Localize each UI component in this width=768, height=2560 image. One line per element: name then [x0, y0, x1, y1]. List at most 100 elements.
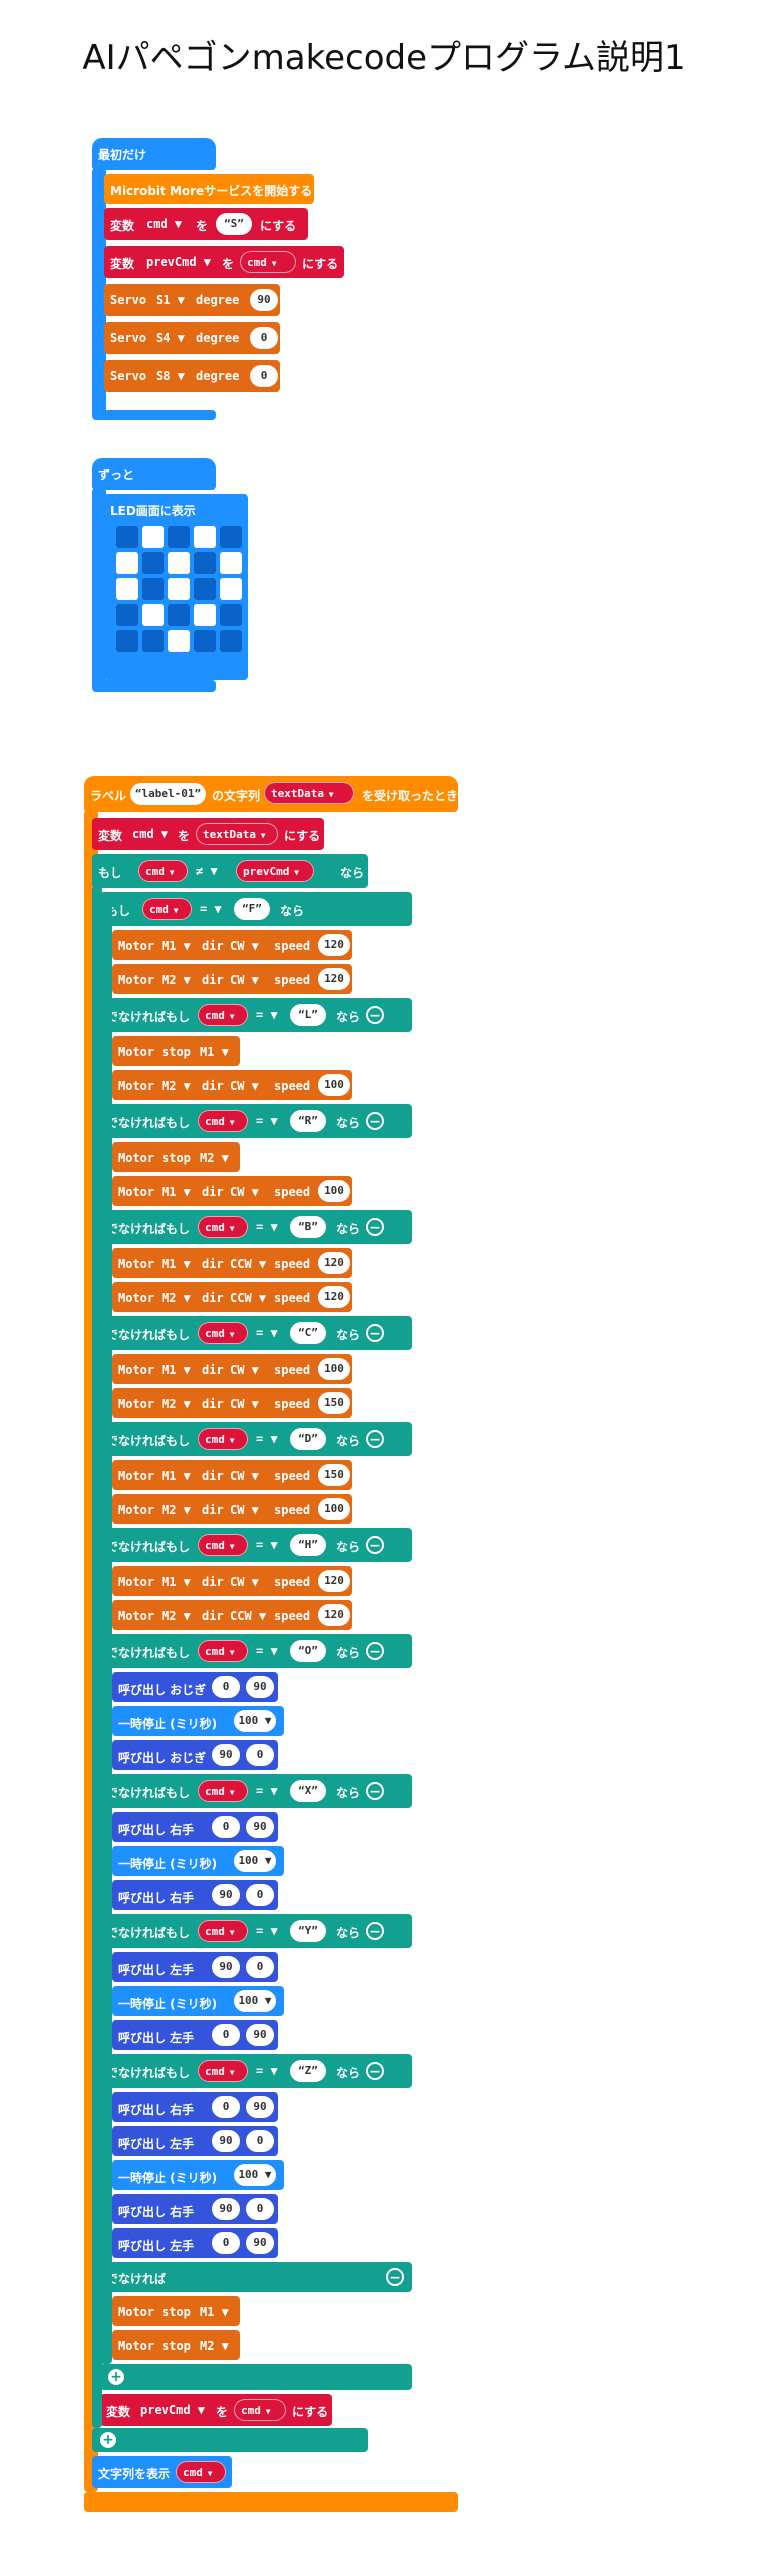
compare-left-cmd[interactable]: cmd ▼: [142, 898, 192, 920]
outer-compare-right[interactable]: prevCmd ▼: [236, 860, 314, 882]
compare-right-value[interactable]: “O”: [290, 1640, 326, 1662]
motor-speed-value[interactable]: 150: [318, 1464, 350, 1486]
motor-id[interactable]: M1 ▼: [200, 1045, 229, 1059]
servo-degree-value[interactable]: 0: [250, 365, 278, 387]
motor-speed-value[interactable]: 120: [318, 1570, 350, 1592]
motor-id[interactable]: M2 ▼: [200, 2339, 229, 2353]
motor-dir[interactable]: CW ▼: [230, 1079, 259, 1093]
compare-left-cmd[interactable]: cmd ▼: [198, 1780, 248, 1802]
led-cell[interactable]: [194, 578, 216, 600]
call-arg-2[interactable]: 0: [246, 2198, 274, 2220]
motor-id[interactable]: M1 ▼: [200, 2305, 229, 2319]
compare-right-value[interactable]: “C”: [290, 1322, 326, 1344]
show-string-value[interactable]: cmd ▼: [176, 2461, 226, 2483]
call-arg-2[interactable]: 90: [246, 2232, 274, 2254]
motor-id[interactable]: M2 ▼: [162, 1397, 191, 1411]
call-arg-2[interactable]: 90: [246, 1816, 274, 1838]
led-cell[interactable]: [194, 552, 216, 574]
led-cell[interactable]: [142, 604, 164, 626]
label-event-id[interactable]: “label-01”: [130, 783, 206, 805]
led-cell[interactable]: [168, 552, 190, 574]
motor-id[interactable]: M2 ▼: [162, 973, 191, 987]
motor-id[interactable]: M1 ▼: [162, 1185, 191, 1199]
compare-right-value[interactable]: “Y”: [290, 1920, 326, 1942]
compare-left-cmd[interactable]: cmd ▼: [198, 1920, 248, 1942]
servo-pin[interactable]: S4 ▼: [156, 331, 185, 345]
call-arg-1[interactable]: 90: [212, 1956, 240, 1978]
motor-dir[interactable]: CW ▼: [230, 1397, 259, 1411]
set-cmd-var[interactable]: cmd ▼: [146, 217, 183, 231]
call-arg-1[interactable]: 0: [212, 2024, 240, 2046]
compare-right-value[interactable]: “X”: [290, 1780, 326, 1802]
motor-dir[interactable]: CW ▼: [230, 973, 259, 987]
remove-branch-icon[interactable]: −: [366, 1642, 384, 1660]
motor-speed-value[interactable]: 150: [318, 1392, 350, 1414]
call-arg-1[interactable]: 0: [212, 2232, 240, 2254]
motor-speed-value[interactable]: 100: [318, 1498, 350, 1520]
led-cell[interactable]: [220, 552, 242, 574]
led-cell[interactable]: [142, 552, 164, 574]
led-cell[interactable]: [220, 630, 242, 652]
set-cmd-value[interactable]: textData ▼: [196, 823, 278, 845]
motor-id[interactable]: M2 ▼: [162, 1079, 191, 1093]
led-cell[interactable]: [220, 526, 242, 548]
remove-branch-icon[interactable]: −: [366, 1218, 384, 1236]
motor-speed-value[interactable]: 100: [318, 1074, 350, 1096]
motor-id[interactable]: M1 ▼: [162, 1469, 191, 1483]
remove-branch-icon[interactable]: −: [366, 1430, 384, 1448]
motor-dir[interactable]: CW ▼: [230, 939, 259, 953]
remove-branch-icon[interactable]: −: [366, 2062, 384, 2080]
compare-left-cmd[interactable]: cmd ▼: [198, 1004, 248, 1026]
pause-value[interactable]: 100 ▼: [234, 1710, 276, 1732]
remove-branch-icon[interactable]: −: [366, 1112, 384, 1130]
led-cell[interactable]: [116, 604, 138, 626]
set-cmd-value[interactable]: “S”: [216, 213, 252, 235]
motor-id[interactable]: M1 ▼: [162, 1575, 191, 1589]
motor-speed-value[interactable]: 120: [318, 968, 350, 990]
call-arg-2[interactable]: 0: [246, 1884, 274, 1906]
compare-left-cmd[interactable]: cmd ▼: [198, 2060, 248, 2082]
call-arg-2[interactable]: 90: [246, 2024, 274, 2046]
call-arg-1[interactable]: 90: [212, 1744, 240, 1766]
remove-branch-icon[interactable]: −: [366, 1782, 384, 1800]
call-arg-1[interactable]: 0: [212, 1676, 240, 1698]
motor-id[interactable]: M1 ▼: [162, 1257, 191, 1271]
compare-left-cmd[interactable]: cmd ▼: [198, 1534, 248, 1556]
servo-degree-value[interactable]: 90: [250, 289, 278, 311]
call-arg-1[interactable]: 90: [212, 2198, 240, 2220]
motor-dir[interactable]: CW ▼: [230, 1503, 259, 1517]
led-cell[interactable]: [116, 630, 138, 652]
led-cell[interactable]: [220, 578, 242, 600]
set-prev-var[interactable]: prevCmd ▼: [140, 2403, 206, 2417]
motor-speed-value[interactable]: 100: [318, 1358, 350, 1380]
motor-id[interactable]: M2 ▼: [162, 1503, 191, 1517]
call-arg-1[interactable]: 90: [212, 1884, 240, 1906]
compare-right-value[interactable]: “R”: [290, 1110, 326, 1132]
led-cell[interactable]: [168, 604, 190, 626]
motor-speed-value[interactable]: 120: [318, 1604, 350, 1626]
add-branch-icon[interactable]: +: [100, 2432, 116, 2448]
motor-id[interactable]: M1 ▼: [162, 1363, 191, 1377]
call-arg-1[interactable]: 90: [212, 2130, 240, 2152]
call-arg-2[interactable]: 0: [246, 1744, 274, 1766]
compare-right-value[interactable]: “L”: [290, 1004, 326, 1026]
call-arg-2[interactable]: 90: [246, 2096, 274, 2118]
compare-right-value[interactable]: “D”: [290, 1428, 326, 1450]
led-cell[interactable]: [116, 552, 138, 574]
set-prev-var[interactable]: prevCmd ▼: [146, 255, 212, 269]
motor-id[interactable]: M2 ▼: [162, 1291, 191, 1305]
motor-speed-value[interactable]: 100: [318, 1180, 350, 1202]
compare-left-cmd[interactable]: cmd ▼: [198, 1640, 248, 1662]
compare-right-value[interactable]: “B”: [290, 1216, 326, 1238]
servo-pin[interactable]: S8 ▼: [156, 369, 185, 383]
motor-dir[interactable]: CCW ▼: [230, 1257, 267, 1271]
led-cell[interactable]: [142, 526, 164, 548]
led-cell[interactable]: [194, 526, 216, 548]
set-prev-value[interactable]: cmd ▼: [240, 251, 296, 273]
led-cell[interactable]: [194, 604, 216, 626]
pause-value[interactable]: 100 ▼: [234, 2164, 276, 2186]
motor-id[interactable]: M1 ▼: [162, 939, 191, 953]
call-arg-2[interactable]: 0: [246, 1956, 274, 1978]
motor-dir[interactable]: CCW ▼: [230, 1291, 267, 1305]
led-cell[interactable]: [168, 526, 190, 548]
